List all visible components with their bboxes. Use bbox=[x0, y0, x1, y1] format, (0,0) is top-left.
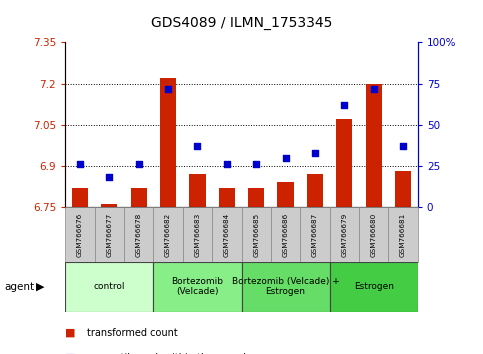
Bar bbox=[278, 182, 294, 207]
Bar bbox=[329, 207, 359, 262]
Bar bbox=[388, 207, 418, 262]
Point bbox=[282, 155, 289, 161]
Bar bbox=[242, 207, 271, 262]
Text: control: control bbox=[94, 282, 125, 291]
Bar bbox=[95, 207, 124, 262]
Point bbox=[311, 150, 319, 156]
Text: Bortezomib
(Velcade): Bortezomib (Velcade) bbox=[171, 277, 224, 296]
Bar bbox=[329, 262, 418, 312]
Text: Estrogen: Estrogen bbox=[354, 282, 394, 291]
Point bbox=[76, 161, 84, 167]
Bar bbox=[101, 204, 117, 207]
Bar bbox=[248, 188, 264, 207]
Bar bbox=[124, 207, 154, 262]
Bar bbox=[183, 207, 212, 262]
Text: GSM766685: GSM766685 bbox=[253, 212, 259, 257]
Point bbox=[164, 86, 172, 91]
Bar bbox=[359, 207, 388, 262]
Point bbox=[105, 175, 113, 180]
Bar bbox=[366, 84, 382, 207]
Text: ■: ■ bbox=[65, 353, 76, 354]
Text: GSM766681: GSM766681 bbox=[400, 212, 406, 257]
Bar bbox=[219, 188, 235, 207]
Bar bbox=[154, 207, 183, 262]
Bar bbox=[130, 188, 147, 207]
Bar bbox=[160, 78, 176, 207]
Point bbox=[252, 161, 260, 167]
Bar bbox=[65, 207, 95, 262]
Text: ▶: ▶ bbox=[36, 282, 44, 292]
Text: GSM766678: GSM766678 bbox=[136, 212, 142, 257]
Bar bbox=[189, 174, 205, 207]
Text: GSM766687: GSM766687 bbox=[312, 212, 318, 257]
Text: Bortezomib (Velcade) +
Estrogen: Bortezomib (Velcade) + Estrogen bbox=[232, 277, 340, 296]
Text: GDS4089 / ILMN_1753345: GDS4089 / ILMN_1753345 bbox=[151, 16, 332, 30]
Bar bbox=[212, 207, 242, 262]
Text: GSM766679: GSM766679 bbox=[341, 212, 347, 257]
Bar bbox=[72, 188, 88, 207]
Text: GSM766677: GSM766677 bbox=[106, 212, 112, 257]
Point bbox=[370, 86, 378, 91]
Text: ■: ■ bbox=[65, 328, 76, 338]
Text: GSM766682: GSM766682 bbox=[165, 212, 171, 257]
Text: GSM766684: GSM766684 bbox=[224, 212, 230, 257]
Point bbox=[223, 161, 231, 167]
Text: GSM766683: GSM766683 bbox=[195, 212, 200, 257]
Bar bbox=[154, 262, 242, 312]
Point bbox=[341, 102, 348, 108]
Point bbox=[194, 143, 201, 149]
Bar bbox=[395, 171, 411, 207]
Text: transformed count: transformed count bbox=[87, 328, 178, 338]
Text: GSM766680: GSM766680 bbox=[371, 212, 377, 257]
Text: GSM766686: GSM766686 bbox=[283, 212, 288, 257]
Text: percentile rank within the sample: percentile rank within the sample bbox=[87, 353, 252, 354]
Point bbox=[399, 143, 407, 149]
Bar bbox=[307, 174, 323, 207]
Point bbox=[135, 161, 142, 167]
Text: GSM766676: GSM766676 bbox=[77, 212, 83, 257]
Bar bbox=[271, 207, 300, 262]
Bar bbox=[65, 262, 154, 312]
Bar bbox=[242, 262, 330, 312]
Bar bbox=[336, 119, 353, 207]
Bar bbox=[300, 207, 329, 262]
Text: agent: agent bbox=[5, 282, 35, 292]
